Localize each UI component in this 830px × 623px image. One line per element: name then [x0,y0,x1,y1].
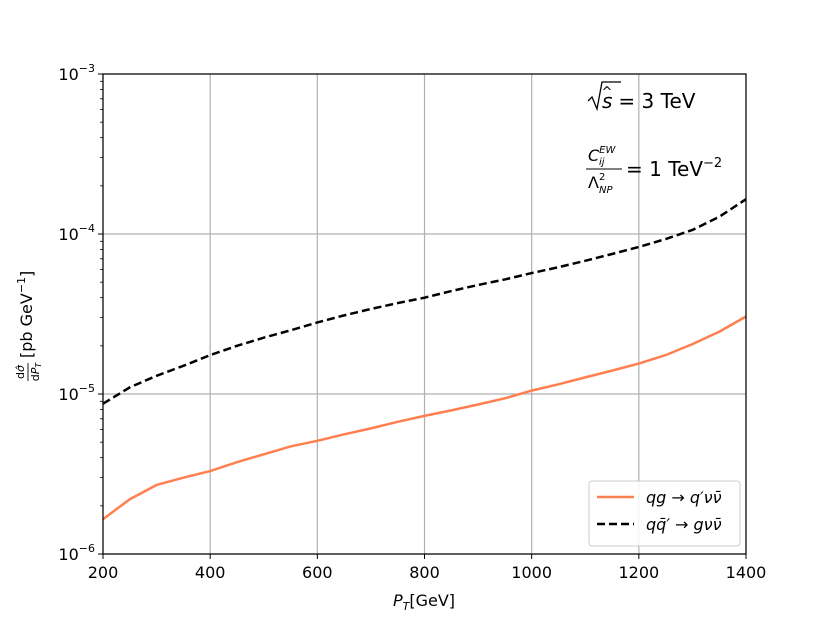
series-group [102,198,747,521]
x-axis-unit: [GeV] [409,591,455,610]
y-axis-unit-exponent: −1 [15,277,28,293]
svg-text:Λ2: Λ2 [588,172,605,192]
svg-text:dPT: dPT [29,362,43,382]
svg-text:CEW: CEW [588,145,616,165]
y-tick-label: 10−6 [58,542,95,564]
coupling-C-sup: EW [599,145,616,156]
x-tick-label: 800 [409,563,440,582]
y-axis-label: dσ̂ dPT [pb GeV−1] [14,271,43,382]
coupling-C: C [588,146,600,165]
x-tick-label: 1200 [618,563,659,582]
hat-accent: ^ [602,85,613,100]
coupling-Lambda-sub: NP [599,185,613,196]
x-axis-symbol: P [393,591,403,610]
legend-label-qqbar: qq̄′ → gνν̄ [646,515,722,534]
annotation-sqrt-s: ^ s = 3 TeV [587,81,696,113]
x-axis-label: PT[GeV] [393,591,455,613]
svg-text:dσ̂: dσ̂ [14,364,27,379]
x-tick-label: 1400 [726,563,767,582]
sqrt-s-symbol: s [602,89,612,113]
x-axis-subscript: T [403,600,411,613]
legend-label-qg: qg → q′νν̄ [646,488,722,507]
y-tick-label: 10−3 [58,62,95,84]
x-tick-label: 400 [195,563,226,582]
svg-text:[pb GeV−1]: [pb GeV−1] [15,271,36,358]
coupling-C-sub: ij [599,157,605,168]
series-line-0 [102,315,747,521]
legend: qg → q′νν̄ qq̄′ → gνν̄ [588,480,741,547]
sqrt-s-value: = 3 TeV [618,89,695,113]
axis-ticks: 200 400 600 800 1000 1200 1400 10−3 10−4 10−5 10−6 [58,62,766,582]
x-tick-label: 600 [302,563,333,582]
sqrt-sign [587,81,621,112]
y-tick-label: 10−4 [58,222,95,244]
x-tick-label: 1000 [511,563,552,582]
coupling-value-exp: −2 [703,156,722,171]
y-axis-unit: [pb GeV [17,293,36,358]
svg-text:= 1 TeV−2: = 1 TeV−2 [626,156,722,181]
coupling-Lambda: Λ [588,173,599,192]
x-tick-label: 200 [88,563,119,582]
svg-text:s= 3 TeV: s = 3 TeV [602,89,696,113]
series-line-1 [102,198,747,405]
coupling-value: = 1 TeV [626,157,703,181]
y-axis-fraction: dσ̂ dPT [14,362,43,382]
y-axis-unit-close: ] [17,271,36,277]
y-tick-label: 10−5 [58,382,95,404]
coupling-Lambda-sup: 2 [599,172,605,183]
annotation-coupling: CEW ij Λ2 NP = 1 TeV−2 [586,145,722,196]
